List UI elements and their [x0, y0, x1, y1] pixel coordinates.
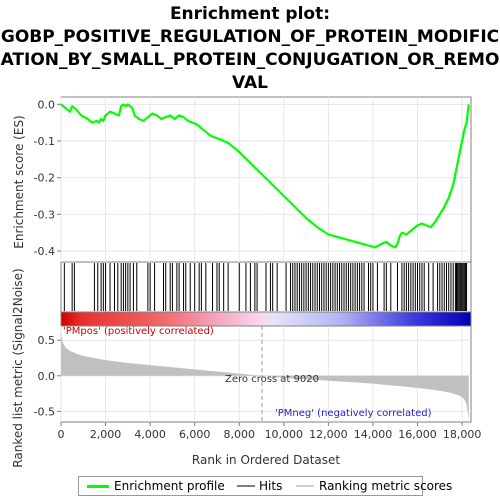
x-tick-label: 14,000: [354, 428, 393, 441]
metric-y-axis-title: Ranked list metric (Signal2Noise): [11, 268, 25, 467]
legend-metric-swatch: [296, 485, 314, 487]
zero-cross-label: Zero cross at 9020: [225, 374, 319, 385]
legend-hits-swatch: [237, 485, 255, 487]
es-y-tick-label: -0.2: [34, 172, 55, 185]
pmpos-label: 'PMpos' (positively correlated): [63, 326, 214, 337]
metric-y-tick-label: -0.5: [34, 405, 55, 418]
legend: Enrichment profile Hits Ranking metric s…: [78, 476, 452, 496]
metric-y-tick-label: 0.5: [38, 334, 56, 347]
x-tick-label: 16,000: [398, 428, 437, 441]
x-axis-title: Rank in Ordered Dataset: [192, 453, 340, 467]
x-tick-label: 10,000: [265, 428, 304, 441]
metric-y-tick-label: 0.0: [38, 370, 56, 383]
ranking-metric-area: [61, 329, 469, 420]
legend-enrichment-label: Enrichment profile: [114, 479, 225, 493]
es-y-axis-title: Enrichment score (ES): [12, 115, 26, 248]
title-line-4: VAL: [232, 73, 268, 93]
title-line-1: Enrichment plot:: [169, 4, 331, 24]
x-tick-label: 4,000: [134, 428, 166, 441]
es-y-tick-label: -0.4: [34, 245, 55, 258]
enrichment-profile-series: [60, 103, 470, 249]
legend-enrichment-swatch: [87, 485, 109, 488]
metric-y-ticks: 0.5 0.0 -0.5: [34, 334, 61, 418]
x-tick-label: 12,000: [309, 428, 348, 441]
x-tick-label: 6,000: [179, 428, 211, 441]
pmneg-label: 'PMneg' (negatively correlated): [275, 408, 432, 419]
es-y-tick-label: -0.3: [34, 208, 55, 221]
legend-metric-label: Ranking metric scores: [319, 479, 453, 493]
x-tick-label: 8,000: [224, 428, 256, 441]
es-y-tick-label: 0.0: [38, 98, 56, 111]
enrichment-profile-line: [60, 103, 470, 249]
legend-hits-label: Hits: [259, 479, 283, 493]
x-tick-label: 18,000: [443, 428, 482, 441]
hit-marks: [63, 263, 468, 311]
ranking-heatbar: [61, 312, 471, 326]
title-line-2: GOBP_POSITIVE_REGULATION_OF_PROTEIN_MODI…: [0, 27, 500, 47]
es-y-tick-label: -0.1: [34, 135, 55, 148]
x-tick-label: 0: [58, 428, 65, 441]
x-ticks: 0 2,000 4,000 6,000 8,000 10,000 12,000 14,000 1…: [58, 422, 482, 441]
x-tick-label: 2,000: [90, 428, 122, 441]
es-y-ticks: 0.0 -0.1 -0.2 -0.3 -0.4: [34, 98, 61, 258]
ranking-metric-fill: [61, 329, 469, 420]
title-line-3: ATION_BY_SMALL_PROTEIN_CONJUGATION_OR_RE…: [0, 50, 500, 70]
